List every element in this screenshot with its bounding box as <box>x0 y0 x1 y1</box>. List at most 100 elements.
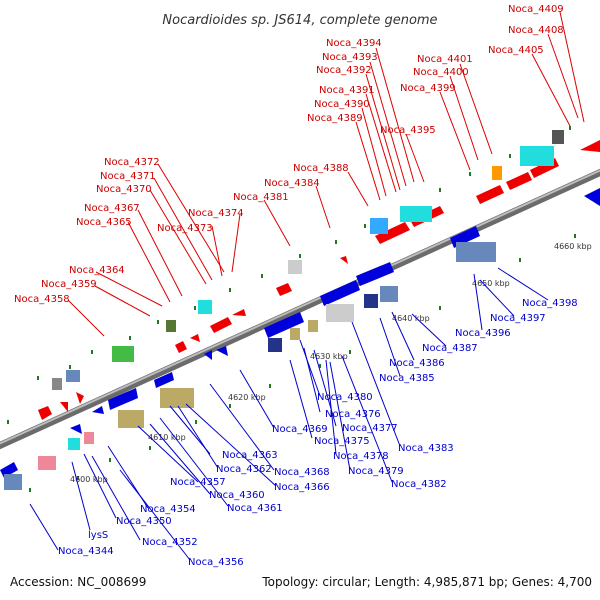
gene-box[interactable] <box>68 438 80 450</box>
gene-label[interactable]: Noca_4389 <box>307 113 363 124</box>
gene-label[interactable]: Noca_4396 <box>455 328 511 339</box>
gene-box[interactable] <box>380 286 398 302</box>
gene-box[interactable] <box>290 328 300 340</box>
gene-label[interactable]: Noca_4398 <box>522 298 578 309</box>
gene-arrow[interactable] <box>356 262 394 286</box>
gene-arrow[interactable] <box>264 312 304 338</box>
gene-label[interactable]: Noca_4352 <box>142 537 198 548</box>
gene-box[interactable] <box>400 206 432 222</box>
gene-label[interactable]: Noca_4359 <box>41 279 97 290</box>
gene-arrow[interactable] <box>216 346 228 356</box>
gene-arrow[interactable] <box>60 402 68 412</box>
gene-arrow[interactable] <box>580 140 600 152</box>
gene-label[interactable]: Noca_4383 <box>398 443 454 454</box>
gene-label[interactable]: Noca_4408 <box>508 25 564 36</box>
gene-arrow[interactable] <box>210 317 232 333</box>
gene-arrow[interactable] <box>320 280 360 306</box>
gene-label[interactable]: Noca_4358 <box>14 294 70 305</box>
gene-label[interactable]: Noca_4391 <box>319 85 375 96</box>
gene-box[interactable] <box>456 242 496 262</box>
gene-label[interactable]: Noca_4368 <box>274 467 330 478</box>
gene-label[interactable]: Noca_4379 <box>348 466 404 477</box>
gene-label[interactable]: Noca_4394 <box>326 38 382 49</box>
gene-label[interactable]: Noca_4392 <box>316 65 372 76</box>
gene-label[interactable]: Noca_4364 <box>69 265 125 276</box>
gene-box[interactable] <box>520 146 554 166</box>
gene-box[interactable] <box>552 130 564 144</box>
gene-arrow[interactable] <box>154 372 174 388</box>
gene-box[interactable] <box>370 218 388 234</box>
gene-label[interactable]: Noca_4384 <box>264 178 320 189</box>
gene-label[interactable]: Noca_4361 <box>227 503 283 514</box>
gene-label[interactable]: Noca_4378 <box>333 451 389 462</box>
gene-label[interactable]: Noca_4371 <box>100 171 156 182</box>
gene-label[interactable]: Noca_4387 <box>422 343 478 354</box>
gene-arrow[interactable] <box>584 188 600 206</box>
gene-box[interactable] <box>84 432 94 444</box>
gene-arrow[interactable] <box>38 406 52 420</box>
gene-label[interactable]: Noca_4356 <box>188 557 244 568</box>
gene-label[interactable]: Noca_4360 <box>209 490 265 501</box>
gene-label[interactable]: Noca_4405 <box>488 45 544 56</box>
gene-box[interactable] <box>66 370 80 382</box>
gene-box[interactable] <box>198 300 212 314</box>
gene-label[interactable]: Noca_4363 <box>222 450 278 461</box>
gene-label[interactable]: Noca_4395 <box>380 125 436 136</box>
gene-box[interactable] <box>364 294 378 308</box>
gene-label[interactable]: Noca_4393 <box>322 52 378 63</box>
gene-box[interactable] <box>4 474 22 490</box>
gene-box[interactable] <box>52 378 62 390</box>
gene-label[interactable]: Noca_4369 <box>272 424 328 435</box>
gene-label[interactable]: Noca_4399 <box>400 83 456 94</box>
gene-label[interactable]: Noca_4401 <box>417 54 473 65</box>
gene-label[interactable]: Noca_4386 <box>389 358 445 369</box>
gene-label[interactable]: Noca_4409 <box>508 4 564 15</box>
gene-arrow[interactable] <box>70 424 82 434</box>
gene-box[interactable] <box>38 456 56 470</box>
gene-arrow[interactable] <box>232 309 246 316</box>
gene-label[interactable]: Noca_4397 <box>490 313 546 324</box>
gene-box[interactable] <box>492 166 502 180</box>
gene-label[interactable]: Noca_4385 <box>379 373 435 384</box>
gene-arrow[interactable] <box>76 392 84 404</box>
gene-box[interactable] <box>288 260 302 274</box>
gene-label[interactable]: Noca_4377 <box>342 423 398 434</box>
gene-box[interactable] <box>112 346 134 362</box>
gene-arrow[interactable] <box>340 256 348 264</box>
gene-box[interactable] <box>308 320 318 332</box>
gene-label[interactable]: Noca_4382 <box>391 479 447 490</box>
gene-label[interactable]: Noca_4365 <box>76 217 132 228</box>
gene-box[interactable] <box>268 338 282 352</box>
gene-label[interactable]: Noca_4390 <box>314 99 370 110</box>
gene-label[interactable]: Noca_4400 <box>413 67 469 78</box>
gene-box[interactable] <box>166 320 176 332</box>
gene-box[interactable] <box>118 410 144 428</box>
gene-label[interactable]: Noca_4354 <box>140 504 196 515</box>
gene-arrow[interactable] <box>506 172 532 190</box>
gene-label[interactable]: Noca_4344 <box>58 546 114 557</box>
gene-label[interactable]: Noca_4381 <box>233 192 289 203</box>
gene-label[interactable]: Noca_4374 <box>188 208 244 219</box>
gene-label[interactable]: Noca_4370 <box>96 184 152 195</box>
gene-box[interactable] <box>160 388 194 408</box>
gene-label[interactable]: Noca_4380 <box>317 392 373 403</box>
gene-arrow[interactable] <box>190 334 200 342</box>
gene-label[interactable]: Noca_4375 <box>314 436 370 447</box>
gene-arrow[interactable] <box>204 350 212 360</box>
gene-label[interactable]: lysS <box>88 530 108 541</box>
gene-label[interactable]: Noca_4373 <box>157 223 213 234</box>
gene-label[interactable]: Noca_4372 <box>104 157 160 168</box>
gene-label[interactable]: Noca_4362 <box>216 464 272 475</box>
gene-label[interactable]: Noca_4376 <box>325 409 381 420</box>
gene-label[interactable]: Noca_4366 <box>274 482 330 493</box>
gene-arrow[interactable] <box>476 185 504 204</box>
gene-label[interactable]: Noca_4388 <box>293 163 349 174</box>
gene-arrow[interactable] <box>92 406 104 414</box>
gene-box[interactable] <box>326 304 354 322</box>
gene-arrow[interactable] <box>108 388 138 410</box>
gene-arrow[interactable] <box>375 222 410 244</box>
gene-arrow[interactable] <box>175 341 187 353</box>
gene-label[interactable]: Noca_4350 <box>116 516 172 527</box>
gene-arrow[interactable] <box>276 283 292 296</box>
gene-label[interactable]: Noca_4357 <box>170 477 226 488</box>
